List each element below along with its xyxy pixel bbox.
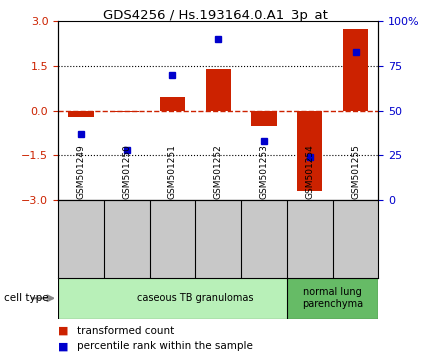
Text: normal lung
parenchyma: normal lung parenchyma xyxy=(302,287,363,309)
Text: ■: ■ xyxy=(58,326,68,336)
Bar xyxy=(343,29,368,110)
Text: caseous TB granulomas: caseous TB granulomas xyxy=(137,293,254,303)
Bar xyxy=(287,278,378,319)
Bar xyxy=(114,110,139,112)
Bar xyxy=(68,110,93,116)
Text: cell type: cell type xyxy=(4,293,49,303)
Bar xyxy=(206,69,231,110)
Bar xyxy=(297,110,322,191)
Text: transformed count: transformed count xyxy=(77,326,175,336)
Text: GDS4256 / Hs.193164.0.A1_3p_at: GDS4256 / Hs.193164.0.A1_3p_at xyxy=(103,9,327,22)
Bar xyxy=(58,278,333,319)
Bar xyxy=(160,97,185,110)
Text: ■: ■ xyxy=(58,341,68,351)
Text: percentile rank within the sample: percentile rank within the sample xyxy=(77,341,253,351)
Bar xyxy=(252,110,276,126)
